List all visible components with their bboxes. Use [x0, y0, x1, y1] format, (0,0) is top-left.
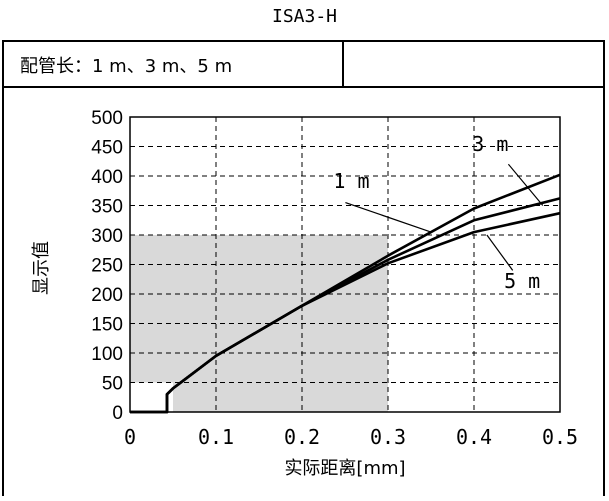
- condition-label: 配管长：1 m、3 m、5 m: [20, 56, 233, 77]
- x-tick-label: 0.5: [542, 425, 578, 449]
- series-label-3m: 3 m: [472, 132, 508, 156]
- y-tick-label: 450: [91, 138, 123, 159]
- y-tick-label: 100: [91, 344, 123, 365]
- plot-border: [129, 116, 561, 413]
- x-tick-label: 0.1: [198, 425, 234, 449]
- x-tick-label: 0.4: [456, 425, 492, 449]
- series-leader-1m: [345, 201, 432, 233]
- chart-title: ISA3-H: [271, 6, 338, 27]
- y-tick-label: 250: [91, 256, 123, 277]
- y-tick-label: 0: [112, 403, 123, 424]
- y-tick-label: 50: [102, 374, 123, 395]
- x-tick-label: 0: [124, 425, 136, 449]
- series-label-1m: 1 m: [333, 169, 369, 193]
- y-tick-label: 400: [91, 167, 123, 188]
- series-line-5m: [130, 211, 561, 414]
- y-tick-label: 200: [91, 285, 123, 306]
- header-divider: [2, 86, 605, 88]
- series-leader-5m: [486, 234, 514, 271]
- series-label-5m: 5 m: [504, 269, 540, 293]
- y-axis-label: 显示值: [31, 241, 52, 295]
- shaded-region-left: [130, 235, 173, 383]
- x-axis-label: 实际距离[mm]: [284, 458, 406, 479]
- series-leader-3m: [507, 163, 544, 206]
- y-tick-label: 350: [91, 197, 123, 218]
- y-tick-label: 150: [91, 315, 123, 336]
- x-tick-label: 0.2: [284, 425, 320, 449]
- x-tick-label: 0.3: [370, 425, 406, 449]
- y-tick-label: 500: [91, 108, 123, 129]
- shaded-region: [173, 235, 388, 412]
- y-tick-label: 300: [91, 226, 123, 247]
